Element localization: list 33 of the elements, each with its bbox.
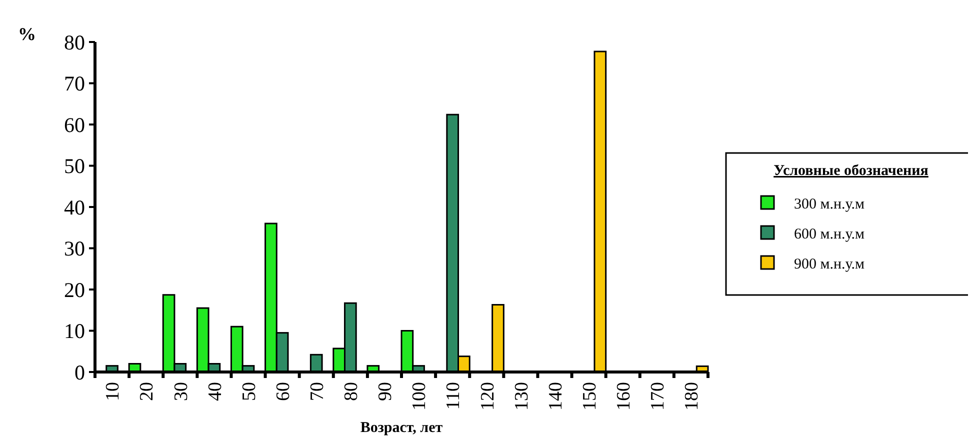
- x-tick-label: 170: [648, 382, 669, 410]
- x-tick-label: 140: [545, 382, 566, 410]
- y-axis-title: %: [18, 24, 36, 44]
- y-tick-label: 60: [64, 112, 85, 137]
- y-tick-label: 80: [64, 30, 85, 54]
- y-tick-label: 40: [64, 195, 85, 220]
- y-tick-label: 50: [64, 154, 85, 178]
- x-tick-label: 110: [443, 382, 464, 410]
- y-tick-label: 30: [64, 236, 85, 261]
- x-tick-label: 160: [614, 382, 635, 410]
- y-tick-label: 10: [64, 319, 85, 344]
- x-axis-title: Возраст, лет: [360, 420, 444, 436]
- x-tick-label: 80: [341, 382, 362, 401]
- y-tick-label: 20: [64, 278, 85, 302]
- x-tick-label: 130: [511, 382, 532, 410]
- legend-label: 600 м.н.у.м: [794, 226, 866, 242]
- x-tick-label: 150: [579, 382, 600, 410]
- x-tick-label: 120: [477, 382, 498, 410]
- x-tick-label: 100: [409, 382, 430, 410]
- x-tick-label: 180: [682, 382, 703, 410]
- legend-label: 300 м.н.у.м: [794, 196, 866, 212]
- x-tick-label: 60: [272, 382, 294, 401]
- legend-title: Условные обозначения: [774, 163, 928, 179]
- legend-label: 900 м.н.у.м: [794, 256, 866, 272]
- y-tick-label: 0: [74, 360, 85, 384]
- x-tick-label: 90: [375, 382, 396, 401]
- y-tick-label: 70: [64, 72, 85, 96]
- x-tick-label: 70: [307, 382, 328, 401]
- x-tick-label: 20: [136, 382, 158, 401]
- x-tick-label: 30: [170, 382, 192, 401]
- x-tick-label: 40: [204, 382, 226, 401]
- x-tick-label: 50: [238, 382, 260, 401]
- x-tick-label: 10: [102, 382, 124, 401]
